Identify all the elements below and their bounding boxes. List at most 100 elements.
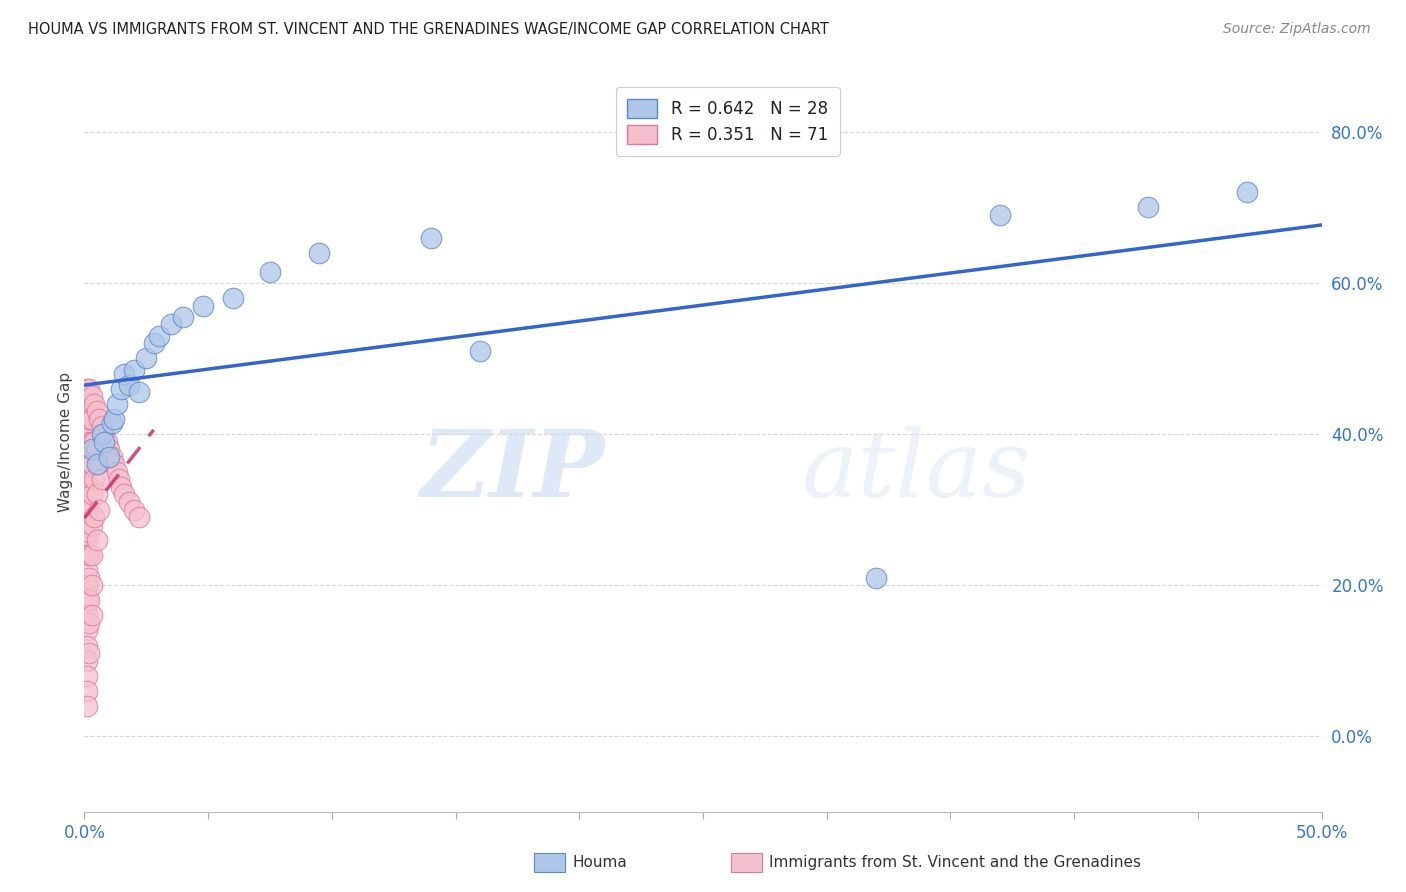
Point <box>76 563 98 577</box>
Point <box>86 442 108 456</box>
Point <box>79 457 101 471</box>
Point <box>76 548 98 562</box>
Point <box>110 382 132 396</box>
Point <box>259 264 281 278</box>
Point <box>76 698 98 713</box>
Point <box>79 646 101 660</box>
Point <box>76 593 98 607</box>
Point <box>76 608 98 623</box>
Point <box>118 495 141 509</box>
Legend: R = 0.642   N = 28, R = 0.351   N = 71: R = 0.642 N = 28, R = 0.351 N = 71 <box>616 87 839 155</box>
Text: atlas: atlas <box>801 426 1032 516</box>
Point <box>76 416 98 430</box>
Point <box>76 669 98 683</box>
Point <box>86 533 108 547</box>
Point <box>1137 200 1160 214</box>
Point <box>76 450 98 464</box>
Point <box>76 683 98 698</box>
Point <box>80 434 103 449</box>
Point <box>90 427 112 442</box>
Point <box>419 230 441 244</box>
Point <box>80 389 103 403</box>
Point <box>105 397 128 411</box>
Point <box>103 412 125 426</box>
Point <box>76 438 98 452</box>
Point <box>89 457 111 471</box>
Point <box>79 502 101 516</box>
Point <box>118 377 141 392</box>
Point <box>98 450 121 464</box>
Point <box>142 336 165 351</box>
Point <box>122 502 145 516</box>
Text: ZIP: ZIP <box>420 426 605 516</box>
Point <box>83 510 105 524</box>
Point <box>80 442 103 456</box>
Point <box>103 457 125 471</box>
Point <box>90 472 112 486</box>
Point <box>470 343 492 358</box>
Point <box>128 385 150 400</box>
Point <box>160 318 183 332</box>
Point <box>93 427 115 442</box>
Text: Source: ZipAtlas.com: Source: ZipAtlas.com <box>1223 22 1371 37</box>
Point <box>112 487 135 501</box>
Point <box>86 404 108 418</box>
Point <box>79 397 101 411</box>
Point <box>76 533 98 547</box>
Point <box>191 299 214 313</box>
Point <box>1236 186 1258 200</box>
Point <box>89 502 111 516</box>
Point <box>80 548 103 562</box>
Point <box>98 442 121 456</box>
Text: HOUMA VS IMMIGRANTS FROM ST. VINCENT AND THE GRENADINES WAGE/INCOME GAP CORRELAT: HOUMA VS IMMIGRANTS FROM ST. VINCENT AND… <box>28 22 830 37</box>
Point <box>76 639 98 653</box>
Point <box>122 363 145 377</box>
Point <box>76 461 98 475</box>
Point <box>79 615 101 630</box>
Point <box>80 608 103 623</box>
Point <box>80 457 103 471</box>
Point <box>108 472 131 486</box>
Point <box>76 472 98 486</box>
Point <box>79 412 101 426</box>
Point <box>76 624 98 638</box>
Point <box>76 654 98 668</box>
Point <box>93 434 115 449</box>
Point <box>80 487 103 501</box>
Point <box>76 578 98 592</box>
Point <box>100 450 122 464</box>
Point <box>76 392 98 407</box>
Point <box>96 434 118 449</box>
Point <box>80 517 103 532</box>
Point <box>80 412 103 426</box>
Point <box>105 465 128 479</box>
Point <box>79 593 101 607</box>
Point <box>80 578 103 592</box>
Point <box>79 525 101 540</box>
Y-axis label: Wage/Income Gap: Wage/Income Gap <box>58 371 73 512</box>
Point <box>172 310 194 324</box>
Point <box>83 434 105 449</box>
Point <box>76 427 98 442</box>
Point <box>76 502 98 516</box>
Point <box>86 487 108 501</box>
Point <box>128 510 150 524</box>
Point <box>79 434 101 449</box>
Text: Houma: Houma <box>572 855 627 870</box>
Point <box>79 548 101 562</box>
Point <box>79 570 101 584</box>
Point <box>76 404 98 418</box>
Point <box>90 419 112 434</box>
Point <box>865 570 887 584</box>
Point <box>135 351 157 366</box>
Point <box>222 291 245 305</box>
Point <box>988 208 1011 222</box>
Point <box>83 472 105 486</box>
Point <box>86 457 108 471</box>
Point <box>308 245 330 260</box>
Point <box>76 382 98 396</box>
Point <box>112 367 135 381</box>
Point <box>148 328 170 343</box>
Text: Immigrants from St. Vincent and the Grenadines: Immigrants from St. Vincent and the Gren… <box>769 855 1142 870</box>
Point <box>76 517 98 532</box>
